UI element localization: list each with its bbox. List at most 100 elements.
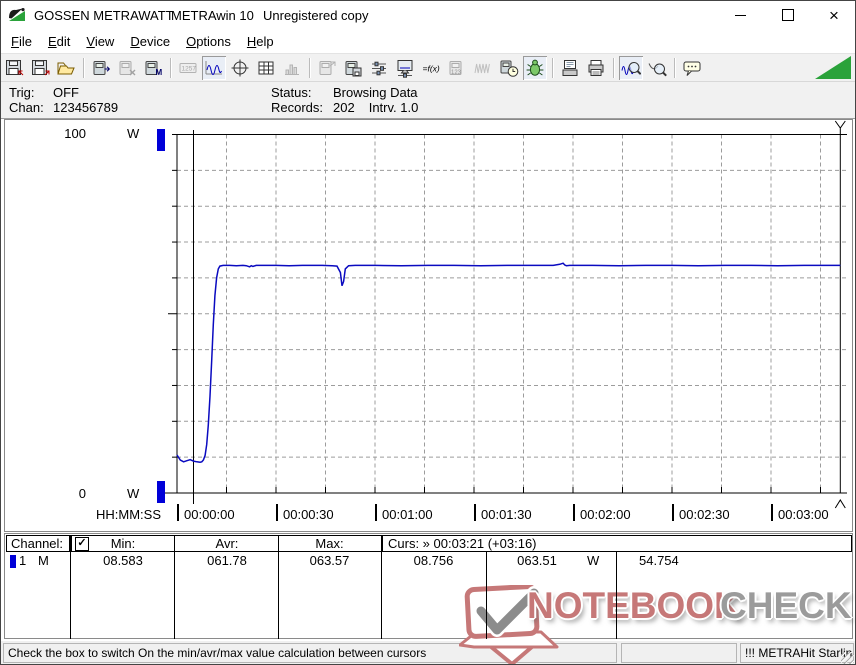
resize-grip[interactable]: [841, 652, 854, 664]
device-export-icon: [319, 60, 336, 75]
x-axis-tick-label: 00:01:30: [481, 507, 532, 522]
title-note: Unregistered copy: [263, 8, 369, 23]
row-cursor-b-value: 063.51: [517, 553, 557, 568]
toolbar-separator: [552, 57, 553, 78]
row-extra-value: 54.754: [639, 553, 679, 568]
app-logo-icon: [9, 8, 25, 21]
speech-bubble-icon: [683, 61, 701, 76]
toolbar-print-preview-button[interactable]: [558, 56, 582, 80]
toolbar-separator: [309, 57, 310, 78]
zoom-curve-icon: [648, 62, 667, 76]
lcd-icon: 1257: [179, 62, 197, 73]
x-axis-tick-label: 00:01:00: [382, 507, 433, 522]
menu-help[interactable]: Help: [246, 34, 274, 49]
x-axis-format-label: HH:MM:SS: [96, 507, 161, 522]
printer-icon: [588, 59, 604, 76]
toolbar-numeric-display-view-button: 1257: [176, 56, 200, 80]
monitor-icon: [397, 59, 413, 78]
trig-label: Trig:: [9, 85, 35, 100]
toolbar-read-device-memory-button[interactable]: M: [141, 56, 165, 80]
x-axis-tick-label: 00:00:30: [283, 507, 334, 522]
minmax-checkbox[interactable]: ✓: [75, 537, 89, 551]
power-series-line: [176, 262, 841, 463]
header-avr: Avr:: [215, 536, 239, 551]
toolbar-display-settings-button[interactable]: [393, 56, 417, 80]
toolbar-timer-button[interactable]: [497, 56, 521, 80]
floppy-in-icon: [6, 59, 24, 75]
x-axis-tick-label: 00:02:30: [679, 507, 730, 522]
row-channel-mode: M: [38, 553, 49, 568]
svg-text:1257: 1257: [182, 65, 197, 72]
toolbar-zoom-signal-button[interactable]: [619, 55, 643, 80]
row-channel-marker: [10, 555, 16, 568]
statusbar: Check the box to switch On the min/avr/m…: [1, 641, 855, 664]
toolbar-separator: [170, 57, 171, 78]
maximize-button[interactable]: [771, 1, 805, 29]
records-label: Records:: [271, 100, 324, 115]
titlebar[interactable]: GOSSEN METRAWATT METRAwin 10 Unregistere…: [1, 1, 855, 31]
statusbar-device: !!! METRAHit Starline-S: [740, 643, 854, 663]
toolbar-print-button[interactable]: [584, 56, 608, 80]
y-axis-min-label: 0: [78, 486, 86, 501]
wave-dense-icon: [474, 63, 490, 73]
toolbar-sample-rate-button: [471, 56, 495, 80]
header-channel: Channel:: [6, 535, 70, 552]
toolbar-channel-settings-button[interactable]: [367, 56, 391, 80]
interval-value: Intrv. 1.0: [368, 100, 419, 115]
header-cursor: Curs: » 00:03:21 (+03:16): [382, 535, 852, 552]
histogram-icon: [285, 64, 299, 75]
row-max-value: 063.57: [309, 553, 350, 568]
minimize-button[interactable]: [723, 1, 757, 29]
toolbar: M 1257 =f(x) 123: [1, 53, 855, 82]
toolbar-separator: [83, 57, 84, 78]
toolbar-debug-button[interactable]: [523, 55, 547, 80]
statusbar-message: Check the box to switch On the min/avr/m…: [3, 643, 617, 663]
statusbar-section-empty: [621, 643, 737, 663]
x-axis-tick-label: 00:00:00: [184, 507, 235, 522]
channel-table: Channel: Curs: » 00:03:21 (+03:16) ✓ Min…: [4, 533, 853, 639]
menu-edit[interactable]: Edit: [47, 34, 71, 49]
toolbar-open-file-button[interactable]: [54, 56, 78, 80]
title-brand: GOSSEN METRAWATT: [34, 8, 174, 23]
header-max: Max:: [315, 536, 344, 551]
toolbar-table-view-button[interactable]: [254, 56, 278, 80]
column-divider: [486, 552, 487, 639]
bug-icon: [526, 59, 544, 76]
toolbar-save-data-as-button[interactable]: [28, 56, 52, 80]
toolbar-formula-button[interactable]: =f(x): [419, 56, 443, 80]
minimize-icon: [734, 14, 746, 16]
table-icon: [258, 61, 274, 74]
y-axis-unit-top: W: [127, 126, 140, 141]
toolbar-annotations-button[interactable]: [680, 56, 704, 80]
menu-options[interactable]: Options: [186, 34, 231, 49]
floppy-out-icon: [32, 59, 50, 75]
close-button[interactable]: ×: [817, 1, 851, 29]
print-preview-icon: [562, 59, 578, 76]
toolbar-read-from-device-button[interactable]: [89, 56, 113, 80]
row-cursor-a-value: 08.756: [413, 553, 454, 568]
menu-device[interactable]: Device: [130, 34, 171, 49]
toolbar-device-store-button[interactable]: [341, 56, 365, 80]
power-chart[interactable]: [5, 119, 853, 529]
toolbar-chart-view-button[interactable]: [202, 55, 226, 80]
column-divider: [174, 535, 175, 639]
toolbar-zoom-curve-button[interactable]: [645, 56, 669, 80]
y-axis-unit-bottom: W: [127, 486, 140, 501]
toolbar-cursor-tool-button[interactable]: [228, 56, 252, 80]
device-x-icon: [119, 60, 136, 75]
toolbar-save-data-button[interactable]: [2, 56, 26, 80]
header-min: Min:: [110, 536, 136, 551]
svg-text:=f(x): =f(x): [423, 63, 440, 73]
column-divider: [616, 552, 617, 639]
row-channel-number: 1: [19, 553, 27, 568]
menu-file[interactable]: File: [11, 34, 32, 49]
row-min-value: 08.583: [103, 553, 143, 568]
brand-corner-triangle: [815, 56, 851, 79]
svg-text:M: M: [156, 68, 163, 77]
y-axis-max-label: 100: [64, 126, 86, 141]
waveform-icon: [205, 60, 222, 75]
channel-marker-top: [157, 129, 165, 151]
column-divider: [278, 535, 279, 639]
x-axis-tick-label: 00:02:00: [580, 507, 631, 522]
menu-view[interactable]: View: [86, 34, 115, 49]
